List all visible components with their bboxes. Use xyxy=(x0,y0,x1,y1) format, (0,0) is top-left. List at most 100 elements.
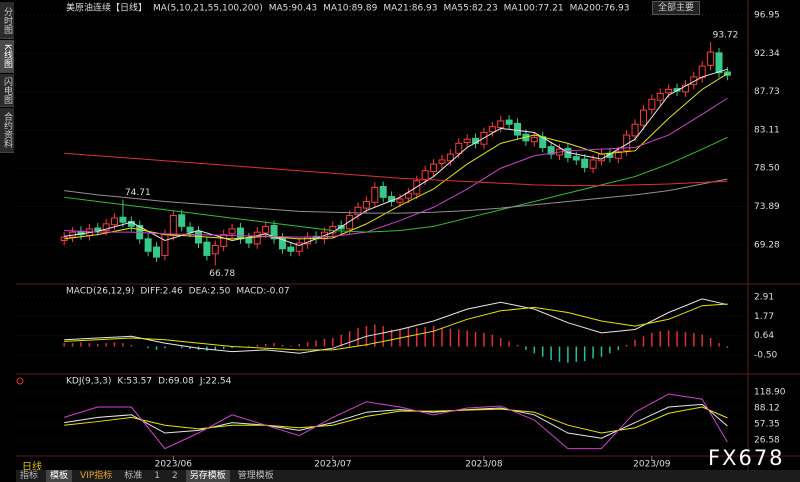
candle-body xyxy=(228,228,236,235)
macd-bar xyxy=(164,346,166,349)
toolbar-item[interactable]: 指标 xyxy=(20,471,39,481)
macd-bar xyxy=(516,344,519,347)
macd-bar xyxy=(458,329,460,347)
filter-button[interactable]: 全部主要 xyxy=(652,1,700,15)
candle-body xyxy=(463,138,471,144)
candle-body xyxy=(295,242,303,252)
candle-body xyxy=(421,170,429,181)
toolbar-item[interactable]: 1 xyxy=(154,471,161,481)
candle-body xyxy=(111,217,119,226)
candle-body xyxy=(236,227,244,240)
macd-bar xyxy=(508,341,510,347)
candle-body xyxy=(161,234,169,256)
legend-entry: MACD:-0.07 xyxy=(236,287,289,297)
sidebar-tab[interactable]: 合约资料 xyxy=(0,108,14,153)
macd-bar xyxy=(130,344,133,347)
candle-body xyxy=(102,223,110,232)
macd-bar xyxy=(474,332,477,347)
macd-bar xyxy=(567,346,569,363)
candle-body xyxy=(715,52,723,74)
macd-bar xyxy=(491,334,494,347)
toolbar-item[interactable]: 标准 xyxy=(124,471,143,481)
series-line xyxy=(64,73,728,240)
macd-bar xyxy=(441,327,443,347)
series-line xyxy=(64,393,728,450)
toolbar-item[interactable]: 模板 xyxy=(46,470,73,482)
candle-body xyxy=(371,186,379,203)
candle-body xyxy=(270,225,278,240)
macd-bar xyxy=(315,340,317,347)
macd-bar xyxy=(558,346,561,362)
macd-bar xyxy=(449,328,452,347)
candle-body xyxy=(195,230,202,244)
candle-body xyxy=(707,51,715,66)
series-line xyxy=(64,298,728,354)
macd-bar xyxy=(424,326,426,347)
macd-bar xyxy=(281,344,284,347)
candle-body xyxy=(589,159,597,169)
candle-body xyxy=(681,84,689,93)
candle-body xyxy=(404,192,412,199)
x-tick-label: 2023/09 xyxy=(633,460,671,470)
macd-bar xyxy=(273,343,275,347)
sidebar-tab[interactable]: 分时图 xyxy=(0,2,14,39)
toolbar-item[interactable]: 另存模板 xyxy=(185,470,230,482)
macd-bar xyxy=(189,346,191,350)
legend-entry: DIFF:2.46 xyxy=(140,287,183,297)
candle-body xyxy=(648,98,656,110)
candle-body xyxy=(438,159,446,164)
macd-bar xyxy=(88,343,91,347)
candle-body xyxy=(379,186,387,198)
sidebar-tab[interactable]: 闪电图 xyxy=(0,74,14,107)
series-line xyxy=(64,403,728,439)
y-tick-label: 92.34 xyxy=(754,49,780,59)
macd-bar xyxy=(583,346,586,361)
candle-body xyxy=(530,137,538,143)
period-label[interactable]: 日线 xyxy=(22,462,42,473)
candle-body xyxy=(698,65,706,79)
candle-body xyxy=(144,238,152,252)
toolbar-item[interactable]: 2 xyxy=(172,471,178,481)
y-tick-label: 73.89 xyxy=(754,202,780,212)
candle-body xyxy=(446,153,454,162)
toolbar-item[interactable]: 管理模板 xyxy=(237,471,274,481)
candle-body xyxy=(514,122,522,136)
macd-bar xyxy=(122,343,124,347)
candle-body xyxy=(572,156,580,161)
candle-body xyxy=(631,123,639,137)
candle-body xyxy=(488,126,496,133)
candle-body xyxy=(354,206,362,216)
macd-bar xyxy=(348,331,351,347)
macd-bar xyxy=(609,346,611,354)
macd-bar xyxy=(701,334,703,347)
macd-bar xyxy=(113,342,116,347)
candle-body xyxy=(723,71,731,76)
series-line xyxy=(64,152,728,187)
candle-body xyxy=(505,119,513,125)
y-tick-label: 83.11 xyxy=(754,125,780,135)
toolbar-item[interactable]: VIP指标 xyxy=(80,471,113,481)
macd-bar xyxy=(63,343,65,347)
macd-bar xyxy=(550,346,552,361)
macd-bar xyxy=(306,342,309,347)
legend-entry: MA200:76.93 xyxy=(570,4,630,14)
high-label: 74.71 xyxy=(125,188,151,198)
macd-bar xyxy=(634,339,636,347)
panel-title: MACD(26,12,9) xyxy=(66,287,134,297)
candle-body xyxy=(656,93,664,101)
macd-bar xyxy=(256,344,259,347)
macd-bar xyxy=(533,346,536,354)
candle-body xyxy=(690,76,698,85)
macd-bar xyxy=(97,343,99,347)
macd-bar xyxy=(676,331,678,347)
series-line xyxy=(64,406,728,434)
candle-body xyxy=(497,120,505,129)
macd-bar xyxy=(407,327,410,347)
macd-bar xyxy=(231,346,233,349)
candle-body xyxy=(346,215,354,230)
sidebar-tab[interactable]: K线图 xyxy=(0,40,14,73)
series-line xyxy=(64,303,728,351)
y-tick-label: 57.35 xyxy=(754,419,780,429)
